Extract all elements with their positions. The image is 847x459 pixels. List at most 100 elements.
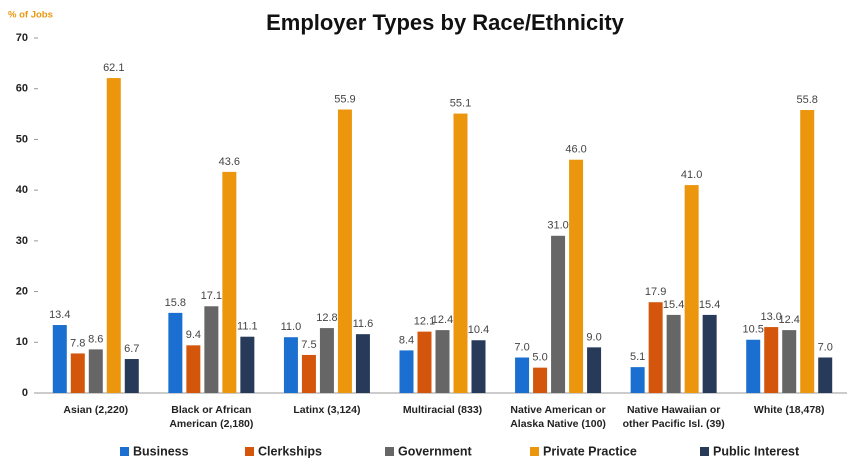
bar [630, 367, 645, 393]
bar [551, 235, 566, 393]
bar [283, 337, 298, 393]
legend-label: Public Interest [713, 444, 800, 458]
value-label: 7.8 [70, 337, 85, 349]
legend-swatch [700, 447, 709, 456]
bar [399, 350, 414, 393]
bar [587, 347, 602, 393]
value-label: 6.7 [124, 343, 139, 355]
y-tick-label: 60 [16, 83, 28, 95]
legend-label: Business [133, 444, 189, 458]
y-tick-label: 20 [16, 285, 28, 297]
legend-label: Clerkships [258, 444, 322, 458]
y-tick-label: 70 [16, 32, 28, 44]
value-label: 17.1 [201, 290, 222, 302]
value-label: 55.8 [797, 94, 818, 106]
bar [70, 353, 85, 393]
value-label: 7.0 [514, 341, 529, 353]
value-label: 5.0 [532, 352, 547, 364]
value-label: 8.4 [399, 334, 414, 346]
value-label: 12.4 [779, 314, 800, 326]
bar [453, 113, 468, 394]
legend-label: Government [398, 444, 472, 458]
chart-title: Employer Types by Race/Ethnicity [266, 10, 625, 35]
bar [240, 336, 255, 393]
x-tick-label: Multiracial (833) [403, 404, 482, 416]
value-label: 13.4 [49, 309, 70, 321]
value-label: 10.5 [743, 324, 764, 336]
legend-swatch [385, 447, 394, 456]
x-tick-label: American (2,180) [169, 418, 253, 430]
value-label: 8.6 [88, 333, 103, 345]
value-label: 11.6 [353, 318, 374, 330]
bar [204, 306, 219, 393]
bar [782, 330, 797, 393]
value-label: 15.4 [663, 299, 684, 311]
value-label: 55.9 [334, 93, 355, 105]
value-label: 10.4 [468, 324, 489, 336]
value-label: 46.0 [565, 144, 586, 156]
bar [684, 185, 699, 393]
value-label: 5.1 [630, 351, 645, 363]
value-label: 55.1 [450, 97, 471, 109]
bar [746, 339, 761, 393]
bar [533, 367, 548, 393]
value-label: 31.0 [547, 220, 568, 232]
bar [417, 331, 432, 393]
y-tick-label: 50 [16, 133, 28, 145]
legend-swatch [245, 447, 254, 456]
value-label: 7.5 [301, 339, 316, 351]
value-label: 43.6 [219, 156, 240, 168]
value-label: 11.1 [237, 321, 258, 333]
bar [666, 314, 681, 393]
bar [168, 312, 183, 393]
x-tick-label: White (18,478) [754, 404, 825, 416]
bar [88, 349, 103, 393]
y-tick-label: 0 [22, 387, 28, 399]
value-label: 13.0 [761, 311, 782, 323]
value-label: 17.9 [645, 286, 666, 298]
value-label: 9.0 [586, 331, 601, 343]
legend-label: Private Practice [543, 444, 637, 458]
bar [222, 171, 237, 393]
x-tick-label: Alaska Native (100) [510, 418, 606, 430]
bar [124, 359, 139, 393]
y-tick-label: 10 [16, 336, 28, 348]
x-tick-label: Native Hawaiian or [627, 404, 720, 416]
bar [301, 354, 316, 393]
legend-swatch [120, 447, 129, 456]
value-label: 12.1 [414, 316, 435, 328]
bar [435, 330, 450, 393]
bar [818, 357, 833, 393]
bar [471, 340, 486, 393]
value-label: 15.8 [165, 297, 186, 309]
bar [186, 345, 201, 393]
y-axis-label: % of Jobs [8, 10, 53, 21]
y-tick-label: 30 [16, 235, 28, 247]
value-label: 12.4 [432, 314, 453, 326]
x-tick-label: other Pacific Isl. (39) [623, 418, 725, 430]
bar [648, 302, 663, 393]
bar [515, 357, 530, 393]
bar [569, 159, 584, 393]
legend-swatch [530, 447, 539, 456]
value-label: 11.0 [281, 321, 302, 333]
bar [319, 328, 334, 393]
bar [800, 110, 815, 393]
value-label: 12.8 [316, 312, 337, 324]
value-label: 62.1 [103, 62, 124, 74]
value-label: 41.0 [681, 169, 702, 181]
bar [702, 314, 717, 393]
value-label: 7.0 [818, 341, 833, 353]
value-label: 15.4 [699, 299, 720, 311]
y-tick-label: 40 [16, 184, 28, 196]
bar [52, 325, 67, 393]
value-label: 9.4 [186, 329, 201, 341]
bar [337, 109, 352, 393]
bar [764, 327, 779, 393]
x-tick-label: Native American or [510, 404, 605, 416]
x-tick-label: Black or African [171, 404, 251, 416]
x-tick-label: Asian (2,220) [63, 404, 128, 416]
bar [106, 78, 121, 394]
x-tick-label: Latinx (3,124) [293, 404, 360, 416]
